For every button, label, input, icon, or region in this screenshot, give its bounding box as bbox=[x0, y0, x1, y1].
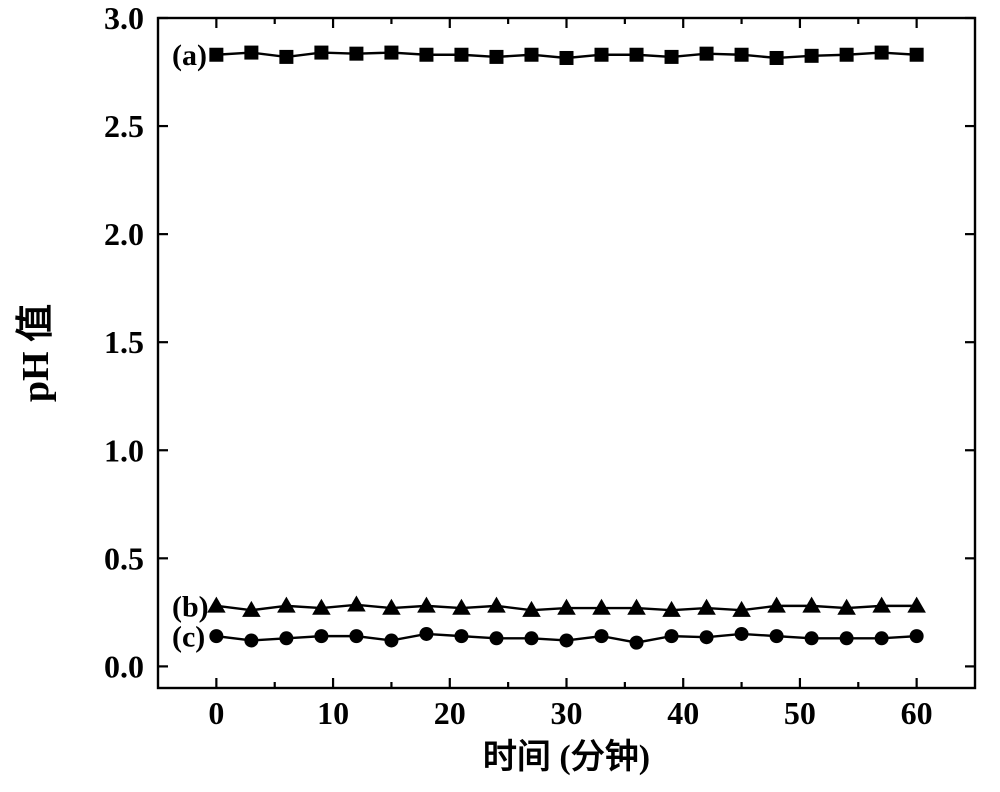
x-tick-label: 50 bbox=[784, 695, 816, 731]
marker-square bbox=[735, 48, 749, 62]
marker-circle bbox=[630, 636, 644, 650]
marker-circle bbox=[384, 633, 398, 647]
marker-circle bbox=[524, 631, 538, 645]
marker-square bbox=[314, 46, 328, 60]
y-tick-label: 1.0 bbox=[104, 432, 144, 468]
marker-circle bbox=[735, 627, 749, 641]
marker-square bbox=[489, 50, 503, 64]
marker-square bbox=[384, 46, 398, 60]
x-tick-label: 20 bbox=[434, 695, 466, 731]
y-tick-label: 0.0 bbox=[104, 648, 144, 684]
chart-svg: 0 10 20 30 40 50 60 0.0 0.5 1.0 1.5 2.0 2.5 3.0 时间 (分钟… bbox=[0, 0, 1000, 792]
marker-square bbox=[840, 48, 854, 62]
marker-square bbox=[875, 46, 889, 60]
marker-circle bbox=[279, 631, 293, 645]
y-tick-label: 0.5 bbox=[104, 540, 144, 576]
marker-square bbox=[770, 51, 784, 65]
marker-square bbox=[419, 48, 433, 62]
marker-square bbox=[524, 48, 538, 62]
marker-circle bbox=[840, 631, 854, 645]
marker-square bbox=[454, 48, 468, 62]
y-tick-label: 3.0 bbox=[104, 0, 144, 36]
marker-circle bbox=[700, 630, 714, 644]
marker-square bbox=[595, 48, 609, 62]
marker-square bbox=[279, 50, 293, 64]
ph-vs-time-chart: 0 10 20 30 40 50 60 0.0 0.5 1.0 1.5 2.0 2.5 3.0 时间 (分钟… bbox=[0, 0, 1000, 792]
x-tick-label: 30 bbox=[551, 695, 583, 731]
marker-square bbox=[244, 46, 258, 60]
marker-square bbox=[805, 49, 819, 63]
y-axis-title: pH 值 bbox=[15, 304, 57, 402]
marker-circle bbox=[454, 629, 468, 643]
marker-circle bbox=[419, 627, 433, 641]
series-label-a: (a) bbox=[172, 39, 207, 72]
marker-square bbox=[349, 47, 363, 61]
marker-circle bbox=[665, 629, 679, 643]
marker-circle bbox=[314, 629, 328, 643]
y-tick-label: 1.5 bbox=[104, 324, 144, 360]
chart-background bbox=[0, 0, 1000, 792]
marker-circle bbox=[595, 629, 609, 643]
marker-square bbox=[560, 51, 574, 65]
marker-circle bbox=[349, 629, 363, 643]
marker-circle bbox=[489, 631, 503, 645]
marker-circle bbox=[805, 631, 819, 645]
series-label-b: (b) bbox=[172, 590, 209, 623]
marker-circle bbox=[560, 633, 574, 647]
marker-square bbox=[630, 48, 644, 62]
marker-square bbox=[665, 50, 679, 64]
marker-circle bbox=[770, 629, 784, 643]
marker-circle bbox=[244, 633, 258, 647]
marker-circle bbox=[209, 629, 223, 643]
marker-circle bbox=[875, 631, 889, 645]
x-tick-label: 60 bbox=[901, 695, 933, 731]
y-tick-label: 2.0 bbox=[104, 216, 144, 252]
x-tick-label: 40 bbox=[667, 695, 699, 731]
marker-circle bbox=[910, 629, 924, 643]
marker-square bbox=[209, 48, 223, 62]
series-label-c: (c) bbox=[172, 621, 205, 654]
marker-square bbox=[910, 48, 924, 62]
x-tick-label: 10 bbox=[317, 695, 349, 731]
x-tick-label: 0 bbox=[208, 695, 224, 731]
x-axis-title: 时间 (分钟) bbox=[483, 738, 650, 776]
marker-square bbox=[700, 47, 714, 61]
y-tick-label: 2.5 bbox=[104, 108, 144, 144]
